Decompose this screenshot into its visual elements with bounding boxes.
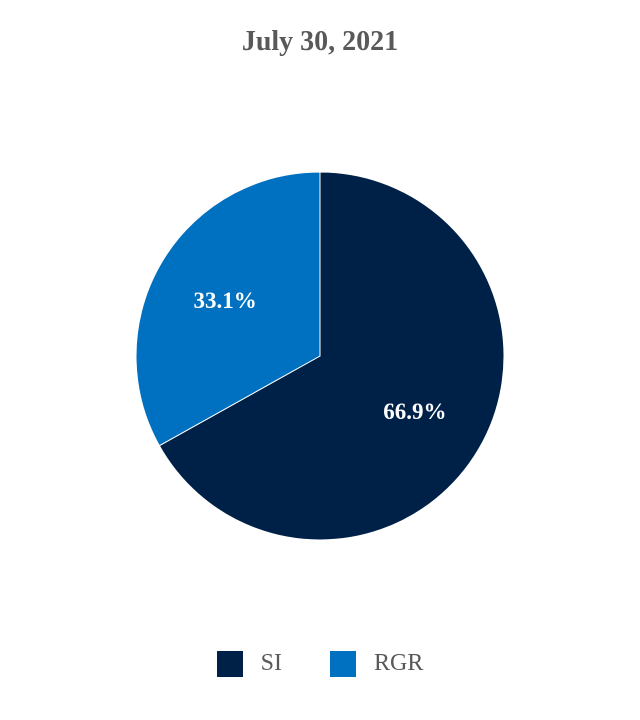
legend: SI RGR <box>0 650 640 677</box>
legend-swatch-si <box>216 650 243 677</box>
pie-slice-si <box>158 171 505 541</box>
data-label-si: 66.9% <box>383 399 446 424</box>
legend-label-si: SI <box>260 650 282 676</box>
legend-label-rgr: RGR <box>373 650 424 676</box>
chart-title: July 30, 2021 <box>241 26 399 57</box>
legend-swatch-rgr <box>329 650 356 677</box>
legend-item-rgr: RGR <box>329 650 424 677</box>
legend-item-si: SI <box>216 650 282 677</box>
pie-slice-rgr <box>135 171 321 447</box>
data-label-rgr: 33.1% <box>194 288 257 313</box>
